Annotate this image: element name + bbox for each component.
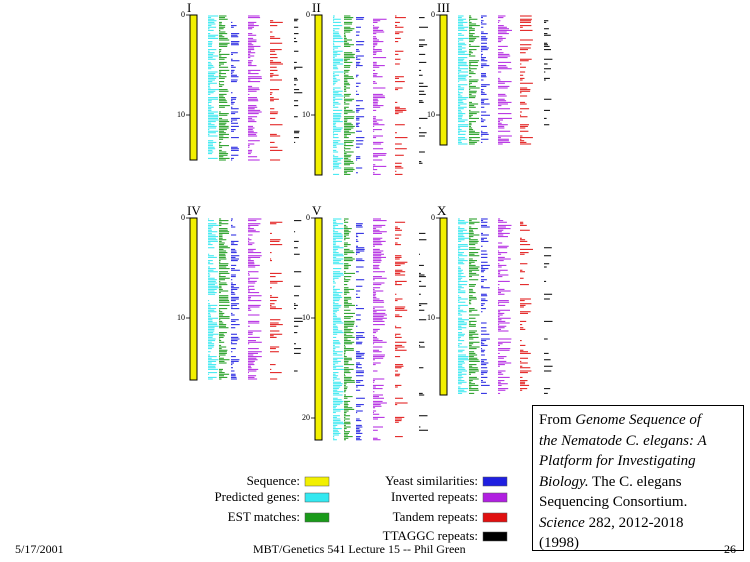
legend-swatch [304, 512, 330, 523]
feature-track [231, 218, 240, 380]
feature-track [458, 15, 469, 145]
legend-label: TTAGGC repeats: [383, 528, 478, 543]
feature-track [356, 17, 365, 174]
feature-track [294, 220, 303, 372]
feature-track [333, 15, 344, 175]
sequence-bar [439, 217, 448, 396]
axis-label: 0 [431, 213, 435, 222]
feature-track [333, 218, 344, 441]
feature-track [498, 15, 512, 145]
feature-track [248, 15, 262, 161]
feature-track [270, 221, 283, 380]
legend-swatch [482, 476, 508, 487]
chromosome-label: X [437, 203, 447, 218]
feature-track [481, 15, 490, 143]
axis-label: 0 [181, 213, 185, 222]
legend-swatch [304, 476, 330, 487]
chromosome-label: V [312, 203, 322, 218]
axis-label: 0 [306, 213, 310, 222]
chromosome-label: I [187, 0, 191, 15]
axis-label: 10 [177, 313, 185, 322]
citation-line: the Nematode C. elegans: A [539, 431, 737, 452]
axis-label: 0 [431, 10, 435, 19]
legend-label: Predicted genes: [214, 489, 300, 504]
axis-label: 10 [177, 110, 185, 119]
chromosome-label: IV [187, 203, 201, 218]
sequence-bar [314, 14, 323, 176]
feature-track [356, 223, 365, 441]
feature-track [520, 15, 533, 145]
feature-track [469, 15, 480, 145]
chromosome-label: III [437, 0, 450, 15]
axis-label: 10 [302, 313, 310, 322]
legend-swatch [482, 531, 508, 542]
feature-track [208, 15, 219, 159]
feature-track [373, 218, 387, 441]
legend-label: Inverted repeats: [391, 489, 478, 504]
citation-text: Sequencing Consortium. [539, 494, 688, 510]
citation-line: Sequencing Consortium. [539, 492, 737, 513]
axis-label: 20 [302, 413, 310, 422]
feature-track [469, 218, 480, 394]
citation-text: the Nematode C. elegans: A [539, 432, 707, 449]
feature-track [419, 17, 428, 164]
feature-track [520, 221, 533, 391]
sequence-bar [314, 217, 323, 441]
feature-track [270, 20, 283, 161]
citation-text: Platform for Investigating [539, 453, 696, 469]
legend-label: Tandem repeats: [393, 509, 478, 524]
citation-text: 282, 2012-2018 [584, 514, 684, 531]
citation-text: (1998) [539, 535, 579, 551]
legend-swatch [482, 512, 508, 523]
citation-text: Genome Sequence of [575, 412, 702, 428]
legend-label: EST matches: [228, 509, 300, 524]
feature-track [458, 218, 469, 394]
citation-line: Biology. The C. elegans [539, 472, 737, 493]
feature-track [344, 218, 355, 441]
sequence-bar [439, 14, 448, 146]
legend-swatch [482, 492, 508, 503]
legend-swatch [304, 492, 330, 503]
axis-label: 10 [427, 110, 435, 119]
feature-track [208, 218, 219, 380]
sequence-bar [189, 217, 198, 381]
feature-track [498, 218, 512, 394]
feature-track [395, 221, 408, 438]
footer-course: MBT/Genetics 541 Lecture 15 -- Phil Gree… [253, 542, 466, 556]
axis-label: 0 [306, 10, 310, 19]
axis-label: 10 [427, 313, 435, 322]
feature-track [544, 247, 553, 394]
citation-text: The C. elegans [588, 473, 682, 490]
feature-track [294, 18, 303, 143]
feature-track [419, 232, 428, 431]
citation-line: (1998) [539, 533, 737, 554]
feature-track [248, 218, 262, 380]
legend-label: Yeast similarities: [385, 473, 478, 488]
citation-line: Platform for Investigating [539, 451, 737, 472]
feature-track [481, 218, 490, 394]
citation-text: Science [539, 514, 585, 531]
citation-box: From Genome Sequence of the Nematode C. e… [532, 405, 744, 551]
citation-text: From [539, 412, 576, 428]
axis-label: 0 [181, 10, 185, 19]
chromosome-label: II [312, 0, 321, 15]
feature-track [219, 218, 230, 380]
footer-page: 26 [724, 542, 736, 556]
citation-line: Science 282, 2012-2018 [539, 513, 737, 534]
sequence-bar [189, 14, 198, 161]
feature-track [344, 15, 355, 175]
legend-label: Sequence: [247, 473, 300, 488]
axis-label: 10 [302, 110, 310, 119]
footer-date: 5/17/2001 [15, 542, 64, 556]
feature-track [219, 15, 230, 161]
citation-text: Biology. [539, 473, 589, 490]
feature-track [544, 20, 553, 126]
citation-line: From Genome Sequence of [539, 410, 737, 431]
feature-track [395, 15, 408, 175]
feature-track [231, 21, 240, 161]
feature-track [373, 18, 387, 175]
